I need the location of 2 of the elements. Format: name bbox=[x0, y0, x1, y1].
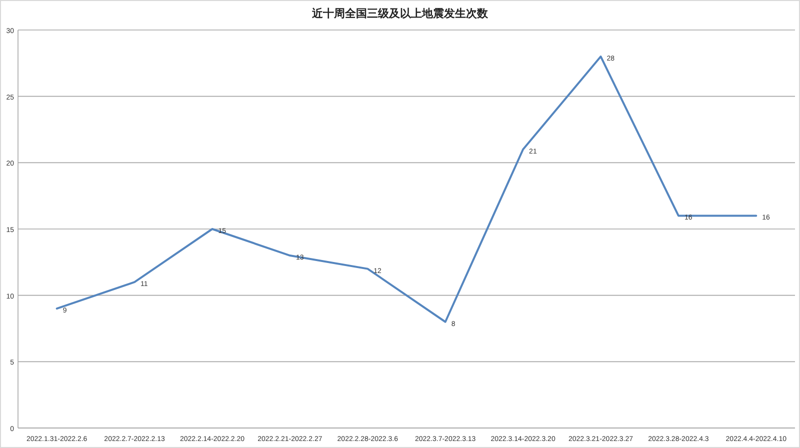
chart-title: 近十周全国三级及以上地震发生次数 bbox=[311, 7, 489, 20]
line-series bbox=[56, 56, 758, 323]
